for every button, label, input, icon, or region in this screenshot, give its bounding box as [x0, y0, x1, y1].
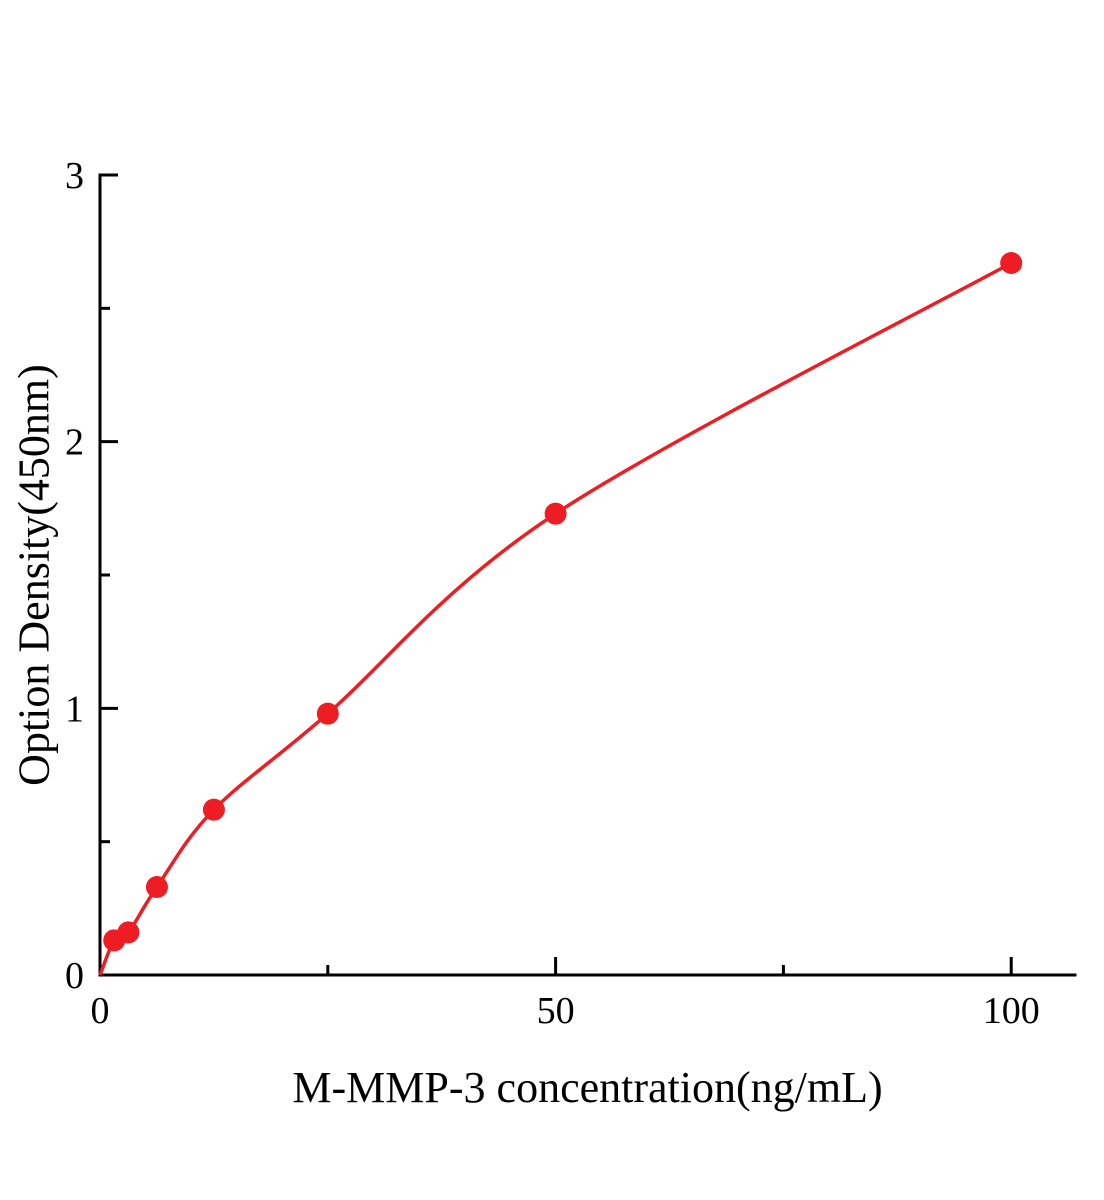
fit-curve: [98, 261, 1013, 976]
x-tick-label: 100: [983, 990, 1040, 1032]
data-point: [145, 876, 168, 898]
y-tick-label: 3: [65, 155, 84, 197]
axes: [98, 173, 1077, 977]
y-axis-label: Option Density(450nm): [9, 364, 59, 786]
x-tick-label: 0: [91, 990, 110, 1032]
x-axis-label: M-MMP-3 concentration(ng/mL): [292, 1063, 883, 1112]
y-tick-label: 2: [65, 422, 84, 464]
data-point: [1000, 252, 1023, 274]
data-point: [544, 502, 567, 525]
x-tick-label: 50: [537, 990, 575, 1032]
data-point: [202, 798, 225, 821]
y-tick-label: 0: [65, 955, 84, 997]
data-point: [117, 921, 140, 944]
y-tick-label: 1: [65, 688, 84, 730]
data-point: [316, 702, 339, 725]
